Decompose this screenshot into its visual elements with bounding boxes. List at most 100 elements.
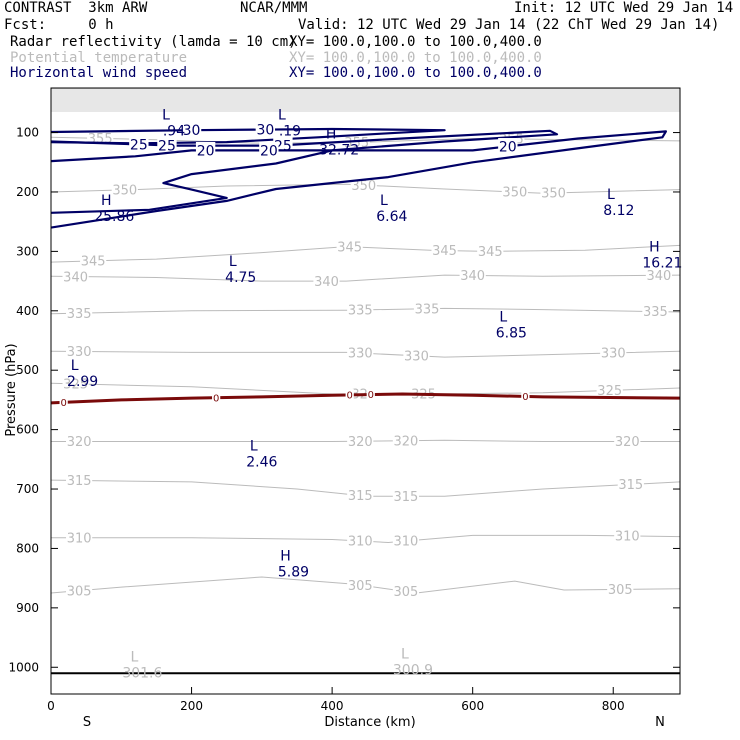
y-tick-label: 900 — [16, 601, 39, 615]
extremum-value: 2.99 — [67, 374, 98, 390]
reflectivity-contour-label-bg — [366, 388, 375, 401]
theta-contour-label: 330 — [404, 349, 429, 364]
extremum-value: 6.85 — [496, 325, 527, 341]
theta-contour-label-bg — [501, 184, 528, 200]
x-tick-label: 200 — [180, 699, 203, 713]
theta-contour-label: 315 — [67, 474, 92, 489]
extremum-value: 6.64 — [376, 209, 407, 225]
extremum-value: 301.6 — [122, 665, 162, 681]
theta-contour-label: 340 — [63, 270, 88, 285]
y-tick-label: 100 — [16, 126, 39, 140]
theta-contour-line-310 — [51, 534, 680, 543]
theta-contour-label-bg — [459, 267, 486, 284]
theta-contour-label-bg — [347, 433, 374, 450]
init-time: Init: 12 UTC Wed 29 Jan 14 — [514, 0, 734, 16]
reflectivity-contour-label: 0 — [60, 398, 66, 409]
theta-contour-label-bg — [336, 238, 363, 255]
y-axis-label: Pressure (hPa) — [4, 343, 19, 436]
y-tick-label: 500 — [16, 363, 39, 377]
theta-contour-label-bg — [596, 382, 623, 399]
theta-contour-label-bg — [413, 300, 441, 317]
theta-contour-label: 320 — [615, 435, 640, 450]
wind-contour-label-bg — [129, 135, 149, 153]
field-xy-potential-temperature: XY= 100.0,100.0 to 100.0,400.0 — [289, 50, 542, 66]
theta-contour-label-bg — [392, 583, 420, 600]
theta-contour-label-bg — [477, 243, 504, 260]
reflectivity-contour-label-bg — [59, 396, 68, 409]
reflectivity-contour-label: 0 — [213, 393, 219, 404]
theta-contour-label: 330 — [67, 345, 92, 360]
theta-contour-line-335 — [51, 307, 680, 315]
y-tick-label: 800 — [16, 541, 39, 555]
extremum-value: 4.75 — [225, 270, 256, 286]
theta-contour-label: 335 — [643, 305, 668, 320]
extremum-value: 16.21 — [642, 255, 682, 271]
extremum-value: .19 — [279, 123, 301, 139]
theta-contour-label-bg — [66, 529, 93, 546]
upper-boundary-hatch — [51, 88, 680, 112]
y-tick-label: 400 — [16, 304, 39, 318]
theta-contour-label-bg — [66, 305, 93, 321]
theta-contour-label-bg — [111, 182, 138, 198]
theta-contour-label-bg — [614, 433, 641, 450]
extremum-kind: L — [130, 649, 138, 665]
y-tick-label: 600 — [16, 423, 39, 437]
theta-contour-label: 350 — [541, 187, 566, 202]
wind-contour-label-bg — [195, 141, 216, 159]
theta-contour-label: 310 — [615, 530, 640, 545]
theta-contour-label-bg — [642, 303, 669, 320]
theta-contour-label: 305 — [348, 579, 373, 594]
theta-contour-label: 330 — [348, 347, 373, 362]
theta-contour-label-bg — [347, 345, 374, 361]
theta-contour-line-305 — [51, 576, 680, 594]
theta-contour-label-bg — [347, 577, 374, 593]
wind-contour-label: 25 — [158, 138, 176, 154]
x-axis-label: Distance (km) — [324, 715, 415, 730]
extremum-kind: L — [162, 107, 170, 123]
theta-contour-label: 350 — [112, 184, 137, 199]
theta-contour-label-bg — [347, 302, 374, 318]
extremum-value: 25.86 — [94, 209, 134, 225]
x-tick-label: 400 — [321, 699, 344, 713]
reflectivity-contour-label: 0 — [522, 392, 528, 403]
theta-contour-label: 350 — [502, 186, 527, 201]
y-tick-label: 700 — [16, 482, 39, 496]
plot-frame — [50, 87, 681, 695]
theta-contour-label: 330 — [601, 347, 626, 362]
field-xy-reflectivity: XY= 100.0,100.0 to 100.0,400.0 — [289, 34, 542, 50]
wind-contour-label: 20 — [197, 143, 215, 159]
reflectivity-contour-label-bg — [521, 390, 530, 403]
field-xy-wind-speed: XY= 100.0,100.0 to 100.0,400.0 — [289, 65, 542, 81]
theta-contour-label-bg — [313, 273, 340, 289]
x-tick-label: 600 — [461, 699, 484, 713]
theta-contour-label-bg — [431, 242, 458, 259]
theta-contour-label: 345 — [478, 245, 503, 260]
theta-contour-label-bg — [392, 488, 420, 504]
wind-contour-label: 20 — [260, 143, 278, 159]
theta-contour-label: 315 — [348, 489, 373, 504]
theta-contour-label-bg — [62, 376, 89, 392]
theta-contour-line-340 — [51, 274, 680, 282]
extremum-value: 8.12 — [603, 203, 634, 219]
wind-contour-label: 20 — [499, 139, 517, 155]
extremum-kind: L — [607, 187, 615, 203]
wind-contour-label: 25 — [130, 137, 148, 153]
reflectivity-contour-line-0 — [51, 392, 680, 405]
reflectivity-contour-label-bg — [345, 388, 354, 401]
field-label-reflectivity: Radar reflectivity (lamda = 10 cm) — [10, 34, 297, 50]
theta-contour-label: 335 — [348, 304, 373, 319]
y-tick-label: 1000 — [8, 660, 39, 674]
theta-contour-label: 325 — [597, 384, 622, 399]
theta-contour-label-bg — [66, 343, 93, 360]
wind-contour-label-bg — [259, 141, 279, 159]
theta-contour-label-bg — [645, 267, 673, 284]
extremum-kind: L — [499, 309, 507, 325]
theta-contour-label: 340 — [460, 269, 485, 284]
theta-contour-label: 305 — [608, 583, 633, 598]
x-tick-label: 800 — [602, 699, 625, 713]
theta-contour-label: 320 — [393, 434, 418, 449]
extremum-kind: L — [71, 358, 79, 374]
theta-contour-label: 315 — [618, 478, 643, 493]
theta-contour-label-bg — [607, 581, 634, 598]
field-label-wind-speed: Horizontal wind speed — [10, 65, 188, 81]
